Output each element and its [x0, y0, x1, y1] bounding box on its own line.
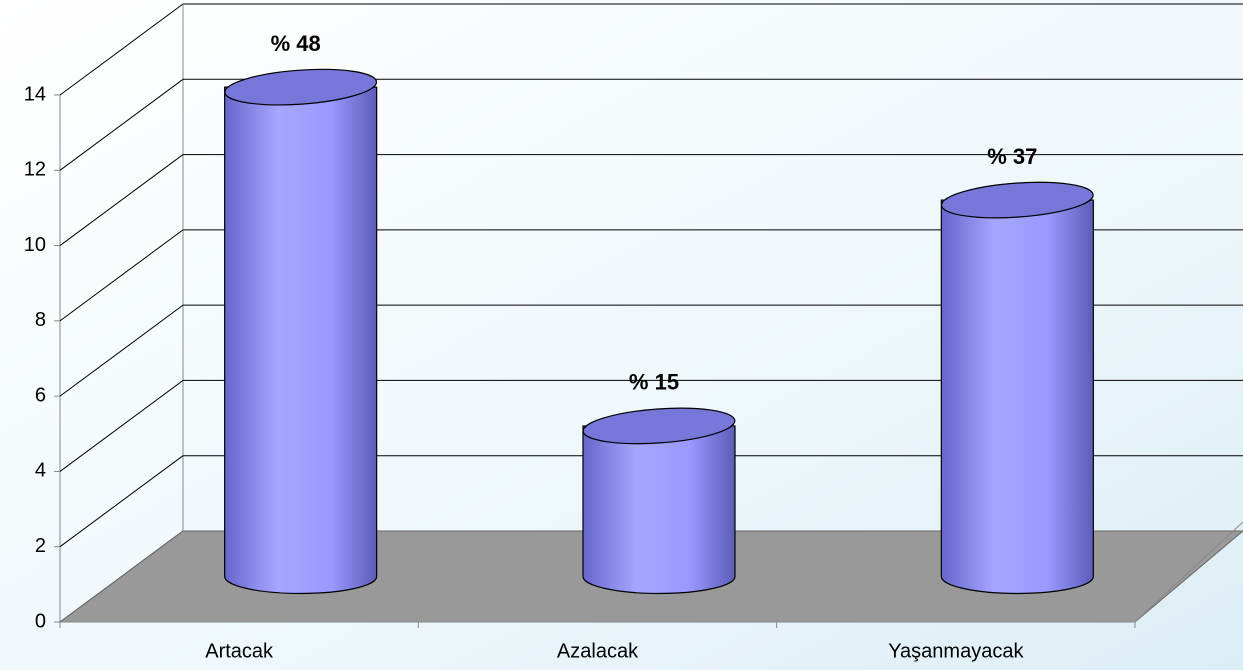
grid-diagonal [59, 3, 184, 96]
annotation: % 48 [271, 31, 321, 56]
bar-top [940, 181, 1094, 219]
bar-top [582, 407, 736, 445]
y-tick-label: 6 [35, 384, 46, 406]
bar-top [224, 68, 378, 106]
grid-diagonal [59, 78, 184, 171]
y-tick-label: 2 [35, 535, 46, 557]
floor-right-edge [1134, 521, 1243, 623]
y-tick-label: 8 [35, 309, 46, 331]
bar [224, 86, 378, 595]
y-tick-label: 4 [35, 460, 46, 482]
bar [940, 199, 1094, 594]
x-tick-label: Azalacak [557, 640, 639, 662]
grid-diagonal [59, 229, 184, 322]
grid-diagonal [59, 455, 184, 548]
bar [582, 425, 736, 595]
y-tick-label: 12 [24, 159, 46, 181]
y-tick-label: 10 [24, 234, 46, 256]
grid-diagonal [59, 380, 184, 472]
grid-diagonal [59, 154, 184, 246]
y-tick-label: 14 [24, 83, 46, 105]
grid-diagonal [59, 304, 184, 397]
annotation: % 15 [629, 370, 679, 395]
x-tick-label: Yaşanmayacak [888, 640, 1024, 662]
y-tick-label: 0 [35, 610, 46, 632]
x-tick-label: Artacak [205, 640, 274, 662]
annotation: % 37 [987, 144, 1037, 169]
